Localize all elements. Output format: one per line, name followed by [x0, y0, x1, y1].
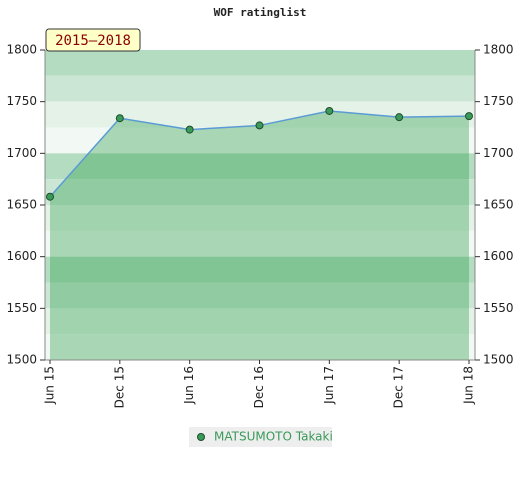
background-band — [45, 282, 475, 309]
x-tick-label: Dec 16 — [252, 366, 266, 408]
x-tick-label: Dec 15 — [112, 366, 126, 408]
marker — [115, 114, 124, 123]
marker — [395, 113, 404, 122]
background-band — [45, 308, 475, 335]
y-tick-label: 1500 — [6, 353, 37, 367]
y-tick-label: 1750 — [6, 94, 37, 108]
y2-tick-label: 1650 — [483, 198, 514, 212]
x-tick-label: Jun 17 — [322, 366, 336, 405]
y-tick-label: 1800 — [6, 43, 37, 57]
legend — [189, 427, 332, 447]
y-tick-label: 1700 — [6, 146, 37, 160]
legend-label: MATSUMOTO Takaki — [214, 430, 333, 444]
y-tick-label: 1650 — [6, 198, 37, 212]
background-band — [45, 50, 475, 76]
annotation: 2015–2018 — [55, 33, 131, 49]
background-band — [45, 75, 475, 102]
marker — [465, 112, 473, 121]
annotation-box — [45, 28, 141, 52]
y-tick-label: 1550 — [6, 301, 37, 315]
y2-tick-label: 1500 — [483, 353, 514, 367]
marker — [46, 192, 54, 201]
x-tick-label: Jun 18 — [462, 366, 476, 405]
chart-title: WOF ratinglist — [214, 6, 307, 19]
x-tick-label: Jun 16 — [182, 366, 196, 405]
x-tick-label: Dec 17 — [392, 366, 406, 408]
background-band — [45, 179, 475, 205]
marker — [185, 125, 194, 134]
background-band — [45, 230, 475, 257]
legend-marker — [197, 433, 205, 441]
y2-tick-label: 1550 — [483, 301, 514, 315]
y2-tick-label: 1800 — [483, 43, 514, 57]
y2-tick-label: 1750 — [483, 94, 514, 108]
y2-tick-label: 1600 — [483, 249, 514, 263]
y2-tick-label: 1700 — [483, 146, 514, 160]
background-band — [45, 153, 475, 180]
background-band — [45, 334, 475, 360]
y-tick-label: 1600 — [6, 249, 37, 263]
x-tick-label: Jun 15 — [43, 366, 57, 405]
background-band — [45, 205, 475, 231]
background-band — [45, 256, 475, 283]
marker — [325, 106, 334, 115]
plot-area — [45, 50, 475, 360]
background-band — [45, 127, 475, 154]
area — [50, 110, 469, 360]
marker — [255, 121, 264, 130]
